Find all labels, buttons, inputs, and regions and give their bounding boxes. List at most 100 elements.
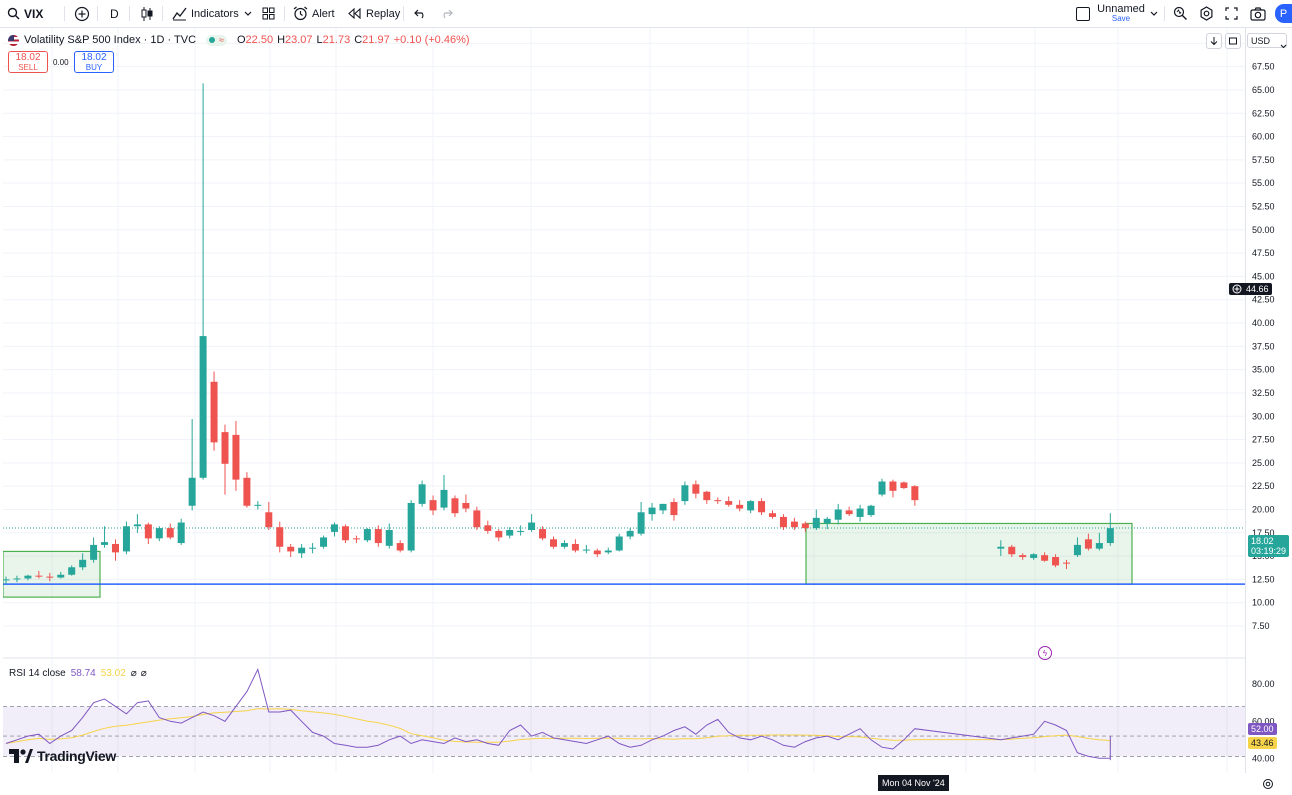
candle-body bbox=[79, 559, 87, 568]
candle-body bbox=[473, 510, 481, 528]
candle-body bbox=[210, 381, 218, 443]
candle-body bbox=[670, 502, 678, 516]
series-legend[interactable]: Volatility S&P 500 Index · 1D · TVC ≈ O … bbox=[8, 33, 470, 47]
candle-body bbox=[363, 529, 371, 541]
time-axis-settings-button[interactable] bbox=[1262, 777, 1274, 795]
candle-body bbox=[495, 530, 503, 538]
interval-button[interactable]: D bbox=[110, 6, 119, 21]
price-tick-label: 62.50 bbox=[1252, 108, 1275, 118]
rsi-series bbox=[5, 667, 1111, 761]
series-title: Volatility S&P 500 Index · 1D · TVC bbox=[24, 34, 197, 46]
fullscreen-button[interactable] bbox=[1225, 0, 1238, 27]
candle-body bbox=[714, 500, 722, 502]
replay-button[interactable]: Replay bbox=[348, 0, 400, 27]
price-tick-label: 52.50 bbox=[1252, 201, 1275, 211]
snapshot-button[interactable] bbox=[1250, 0, 1266, 27]
candle-body bbox=[997, 546, 1005, 549]
candle-body bbox=[276, 527, 284, 547]
candles-series bbox=[3, 83, 1114, 585]
market-status-badge[interactable]: ≈ bbox=[206, 34, 227, 46]
arrow-down-icon bbox=[1210, 37, 1218, 46]
indicator-templates-dropdown[interactable] bbox=[244, 0, 252, 27]
no-symbol-icon: ⌀ bbox=[130, 668, 137, 679]
price-tick-label: 30.00 bbox=[1252, 411, 1275, 421]
candle-body bbox=[221, 432, 229, 464]
currency-dropdown[interactable] bbox=[1280, 36, 1287, 54]
candle-body bbox=[769, 513, 776, 517]
candle-body bbox=[856, 508, 864, 517]
price-tick-label: 55.00 bbox=[1252, 178, 1275, 188]
price-axis[interactable]: 7.5010.0012.5015.0017.5020.0022.5025.002… bbox=[1245, 28, 1292, 773]
price-tick-label: 12.50 bbox=[1252, 574, 1275, 584]
rsi-legend[interactable]: RSI 14 close 58.74 53.02 ⌀ ⌀ bbox=[9, 668, 147, 679]
candle-body bbox=[506, 529, 514, 536]
candle-body bbox=[243, 477, 251, 506]
symbol-search[interactable]: VIX bbox=[7, 0, 43, 27]
layouts-button[interactable] bbox=[262, 0, 275, 27]
candle-body bbox=[451, 498, 459, 514]
chevron-down-icon bbox=[1280, 44, 1287, 49]
price-axis-ticks: 7.5010.0012.5015.0017.5020.0022.5025.002… bbox=[1252, 38, 1275, 763]
price-tick-label: 20.00 bbox=[1252, 504, 1275, 514]
replay-label: Replay bbox=[366, 7, 401, 20]
candle-body bbox=[528, 522, 536, 530]
layout-dropdown[interactable] bbox=[1150, 0, 1158, 27]
layout-checkbox[interactable] bbox=[1076, 0, 1090, 27]
redo-icon bbox=[443, 9, 453, 19]
gear-icon bbox=[1263, 779, 1273, 789]
alert-button[interactable]: Alert bbox=[293, 0, 335, 27]
last-price-label: 18.02 03:19:29 bbox=[1248, 535, 1290, 557]
candle-body bbox=[24, 575, 32, 579]
chart-type-button[interactable] bbox=[140, 0, 154, 27]
sell-button[interactable]: 18.02 SELL bbox=[8, 51, 48, 73]
candle-body bbox=[1084, 539, 1092, 549]
candle-body bbox=[834, 509, 842, 520]
horizontal-line-drawing[interactable] bbox=[3, 527, 1245, 585]
rsi-band bbox=[3, 706, 1245, 757]
last-price-value: 18.02 bbox=[1251, 536, 1274, 546]
candle-body bbox=[407, 502, 415, 551]
candle-body bbox=[287, 546, 295, 552]
candle-body bbox=[560, 543, 568, 547]
candle-body bbox=[144, 524, 152, 539]
candle-body bbox=[626, 530, 634, 537]
candle-body bbox=[539, 529, 547, 539]
candle-body bbox=[254, 504, 262, 506]
candle-body bbox=[681, 485, 689, 502]
main-chart[interactable]: 1523Aug1220Sep16Oct14221119Dec16 bbox=[3, 28, 1245, 773]
reset-scale-button[interactable] bbox=[1225, 33, 1241, 49]
candle-body bbox=[889, 481, 897, 491]
rectangle-drawing bbox=[3, 550, 101, 598]
change-value: +0.10 (+0.46%) bbox=[393, 34, 470, 46]
undo-button[interactable] bbox=[414, 0, 427, 27]
toolbar-divider bbox=[284, 6, 285, 21]
price-tick-label: 10.00 bbox=[1252, 598, 1275, 608]
publish-button[interactable]: P bbox=[1275, 4, 1292, 23]
lightning-icon[interactable]: ϟ bbox=[1038, 646, 1052, 660]
checkbox-square-icon bbox=[1076, 6, 1090, 21]
price-tick-label: 35.00 bbox=[1252, 365, 1275, 375]
rectangle-drawing bbox=[805, 522, 1133, 585]
redo-button[interactable] bbox=[440, 0, 453, 27]
price-tick-label: 32.50 bbox=[1252, 388, 1275, 398]
buy-button[interactable]: 18.02 BUY bbox=[74, 51, 114, 73]
candle-body bbox=[758, 501, 766, 513]
price-tick-label: 45.00 bbox=[1252, 271, 1275, 281]
settings-button[interactable] bbox=[1199, 0, 1214, 27]
currency-button[interactable]: USD bbox=[1247, 33, 1287, 48]
indicators-button[interactable]: Indicators bbox=[172, 0, 239, 27]
compare-button[interactable] bbox=[74, 0, 90, 27]
price-tick-label: 57.50 bbox=[1252, 155, 1275, 165]
open-label: O bbox=[236, 34, 246, 46]
tradingview-logo[interactable]: TradingView bbox=[9, 748, 116, 764]
toolbar-divider bbox=[64, 6, 65, 21]
rsi-tick-label: 60.00 bbox=[1252, 716, 1275, 726]
close-value: 21.97 bbox=[362, 34, 390, 46]
rewind-icon bbox=[348, 8, 361, 19]
scroll-to-latest-button[interactable] bbox=[1206, 33, 1222, 49]
candle-body bbox=[571, 543, 579, 551]
candle-body bbox=[46, 576, 54, 578]
layout-name-button[interactable]: Unnamed Save bbox=[1096, 3, 1146, 25]
quick-search-button[interactable] bbox=[1173, 0, 1188, 27]
us-flag-icon bbox=[8, 34, 19, 46]
